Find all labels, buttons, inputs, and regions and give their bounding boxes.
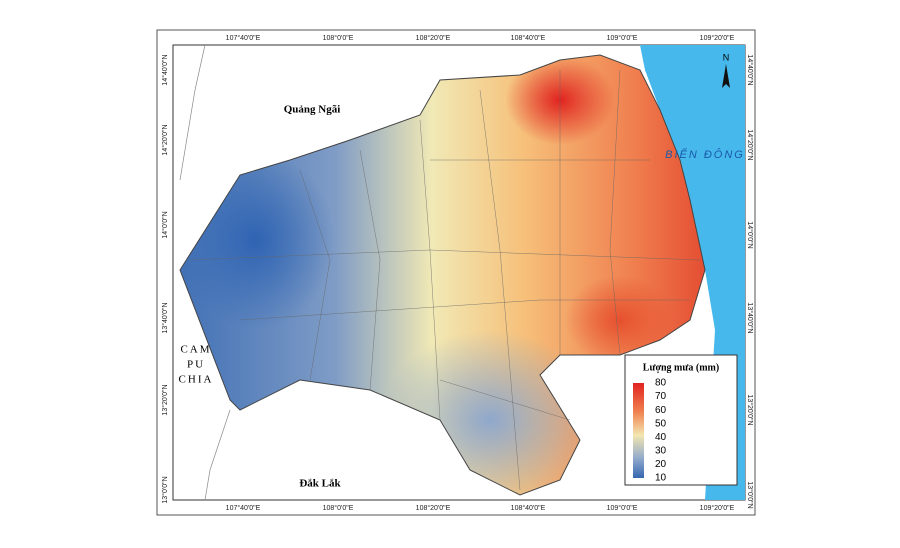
- legend-tick-label: 50: [655, 418, 667, 429]
- outer-frame: [156, 29, 756, 516]
- legend-tick-label: 40: [655, 432, 667, 443]
- north-arrow: [722, 64, 730, 88]
- north-label: N: [723, 52, 730, 62]
- province-boundary: [179, 54, 706, 496]
- legend-tick-label: 70: [655, 391, 667, 402]
- latitude-label: 14°0'0"N: [161, 211, 169, 238]
- latitude-label: 14°0'0"N: [746, 221, 754, 248]
- border: [179, 44, 206, 181]
- region-label: Đắk Lắk: [299, 478, 341, 490]
- region-label: Quảng Ngãi: [284, 104, 341, 116]
- latitude-label: 14°20'0"N: [161, 124, 169, 155]
- longitude-label: 108°40'0"E: [511, 34, 546, 42]
- legend-tick-label: 60: [655, 405, 667, 416]
- latitude-label: 13°0'0"N: [746, 481, 754, 508]
- longitude-label: 108°20'0"E: [416, 34, 451, 42]
- longitude-label: 107°40'0"E: [226, 504, 261, 512]
- longitude-label: 108°40'0"E: [511, 504, 546, 512]
- longitude-label: 108°20'0"E: [416, 504, 451, 512]
- legend-tick-label: 10: [655, 473, 667, 484]
- longitude-label: 109°0'0"E: [607, 34, 638, 42]
- latitude-label: 13°40'0"N: [161, 302, 169, 333]
- region-label: PU: [187, 359, 205, 371]
- district-boundaries: [189, 69, 701, 491]
- latitude-label: 13°40'0"N: [746, 302, 754, 333]
- latitude-label: 14°40'0"N: [746, 54, 754, 85]
- legend-tick-label: 20: [655, 459, 667, 470]
- region-label: CAM: [180, 344, 211, 356]
- latitude-label: 13°0'0"N: [161, 476, 169, 503]
- border: [204, 409, 231, 501]
- longitude-label: 108°0'0"E: [323, 34, 354, 42]
- latitude-label: 14°20'0"N: [746, 129, 754, 160]
- latitude-label: 13°20'0"N: [746, 394, 754, 425]
- legend-tick-label: 80: [655, 378, 667, 389]
- longitude-label: 109°20'0"E: [700, 504, 735, 512]
- longitude-label: 107°40'0"E: [226, 34, 261, 42]
- longitude-label: 108°0'0"E: [323, 504, 354, 512]
- legend-tick-label: 30: [655, 445, 667, 456]
- latitude-label: 13°20'0"N: [161, 384, 169, 415]
- longitude-label: 109°20'0"E: [700, 34, 735, 42]
- region-label: CHIA: [179, 374, 214, 386]
- longitude-label: 109°0'0"E: [607, 504, 638, 512]
- latitude-label: 14°40'0"N: [161, 54, 169, 85]
- sea-label: BIỂN ĐÔNG: [665, 148, 745, 161]
- legend-title: Lượng mưa (mm): [643, 362, 719, 373]
- legend-colorbar: [633, 383, 644, 478]
